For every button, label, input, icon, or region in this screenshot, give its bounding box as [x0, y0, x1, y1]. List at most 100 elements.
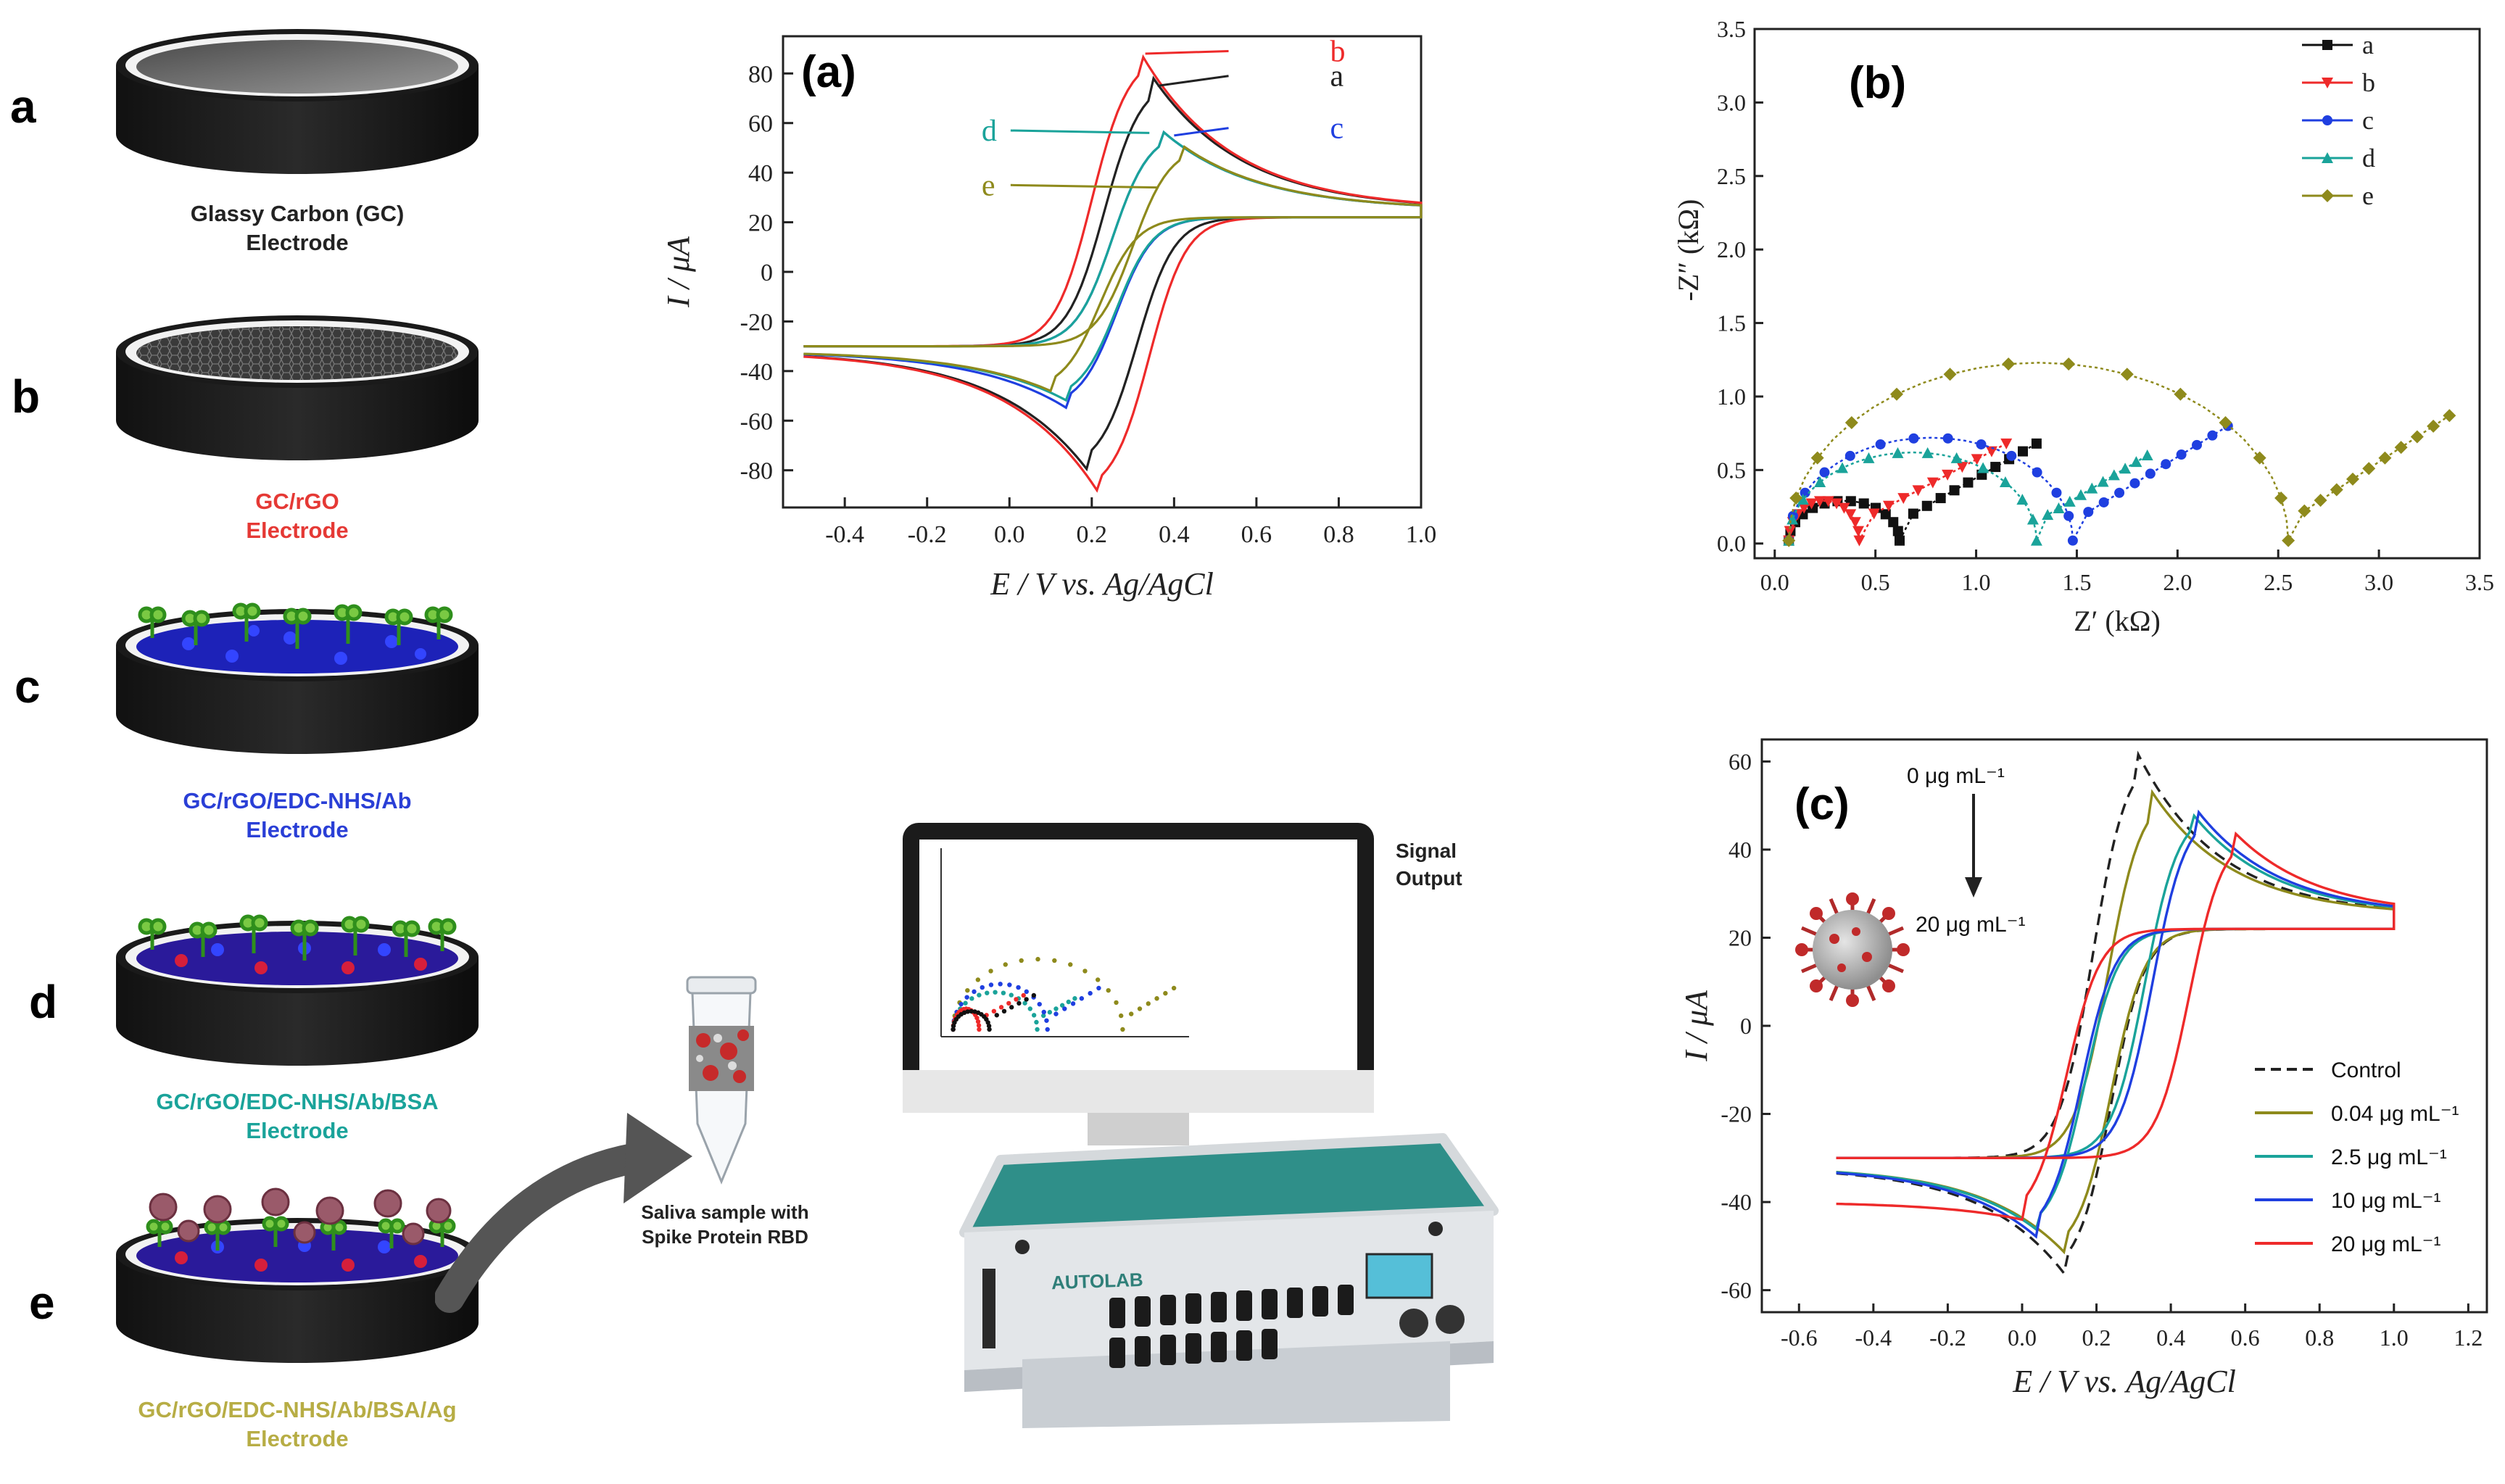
chart-a-xtick-label: 0.0: [994, 521, 1025, 548]
chart-b-point-d: [2108, 469, 2120, 481]
mini-plot-point: [1031, 992, 1037, 998]
chart-c-xtick-label: 1.2: [2454, 1325, 2483, 1351]
mini-plot-point: [987, 1027, 992, 1032]
chart-a-annotation-line: [1010, 129, 1150, 134]
chart-b-point-d: [1814, 476, 1826, 487]
mini-plot-point: [1019, 958, 1024, 963]
chart-b-point-e: [1789, 491, 1803, 505]
chart-b-point-b: [1868, 508, 1880, 520]
chart-b-ytick-label: 1.5: [1717, 310, 1746, 336]
mini-plot-point: [998, 982, 1003, 987]
mini-plot-point: [963, 1000, 968, 1006]
step-letter-c: c: [15, 660, 41, 713]
mini-plot-point: [972, 989, 977, 995]
chart-c-panel-label: (c): [1794, 779, 1850, 829]
electrode-gc-rgo-ab: [116, 602, 479, 754]
mini-plot-point: [1066, 999, 1071, 1005]
chart-a-annotation-line: [1174, 127, 1229, 137]
mini-plot-point: [958, 1001, 964, 1007]
chart-a-xtick-label: -0.4: [825, 521, 864, 548]
mini-plot-point: [988, 982, 994, 987]
chart-a-xtick-label: 0.8: [1323, 521, 1354, 548]
chart-a-annotation-line: [1157, 75, 1229, 87]
sample-tube: [686, 976, 757, 1185]
mini-plot-point: [1021, 992, 1026, 998]
mini-plot-point: [1053, 1006, 1059, 1011]
electrode-gc-rgo: [116, 315, 479, 460]
mini-plot-point: [1006, 1000, 1011, 1006]
chart-b-point-d: [2042, 509, 2054, 521]
chart-b-point-e: [2443, 409, 2456, 423]
chart-b-point-a: [1858, 498, 1869, 509]
chart-b-point-e: [2274, 491, 2288, 505]
chart-b-point-b: [1798, 502, 1810, 514]
chart-a-ytick-label: 80: [748, 61, 773, 88]
chart-b-legend-marker: [2322, 115, 2332, 125]
potentiostat-device: [959, 1133, 1499, 1428]
chart-c-arrow-bottom-label: 20 μg mL⁻¹: [1916, 913, 2026, 937]
mini-plot-point: [1082, 969, 1088, 974]
mini-plot-point: [1001, 1008, 1007, 1014]
chart-b-legend-label: e: [2362, 181, 2374, 210]
chart-b-point-d: [2097, 476, 2109, 487]
chart-a-ytick-label: 0: [761, 260, 773, 286]
chart-b-legend-marker: [2322, 152, 2333, 163]
mini-plot-point: [1068, 962, 1073, 967]
mini-plot-point: [1041, 1013, 1046, 1019]
chart-b-point-c: [2006, 450, 2017, 461]
chart-b-point-e: [2062, 357, 2076, 371]
step-letter-d: d: [29, 976, 58, 1028]
chart-b-point-a: [1892, 526, 1903, 536]
chart-c-ytick-label: -40: [1721, 1189, 1752, 1215]
chart-a-series-e: [803, 145, 1423, 393]
chart-b-point-b: [1971, 454, 1983, 465]
mini-plot-point: [1154, 996, 1159, 1001]
chart-c-xtick-label: -0.4: [1855, 1325, 1892, 1351]
chart-b-point-c: [2129, 478, 2140, 489]
mini-plot-point: [1031, 1013, 1037, 1018]
chart-c-legend-label: 2.5 μg mL⁻¹: [2331, 1145, 2447, 1169]
chart-b-point-a: [2018, 446, 2028, 457]
chart-a-ylabel: I / μA: [661, 236, 696, 308]
chart-c-xtick-label: -0.2: [1929, 1325, 1966, 1351]
chart-c-xtick-label: 0.6: [2231, 1325, 2260, 1351]
chart-b-xtick-label: 1.0: [1962, 569, 1991, 595]
chart-b-ytick-label: 0.0: [1717, 531, 1746, 557]
chart-b-point-c: [1844, 450, 1855, 461]
chart-b-point-e: [2219, 415, 2232, 429]
chart-b-ytick-label: 1.0: [1717, 384, 1746, 410]
mini-plot-point: [1035, 956, 1040, 962]
chart-c-xtick-label: -0.6: [1781, 1325, 1818, 1351]
chart-a-ytick-label: 40: [748, 160, 773, 187]
chart-b-legend-label: a: [2362, 30, 2374, 59]
signal-output-label: Signal Output: [1396, 840, 1462, 890]
chart-b-point-e: [1810, 451, 1824, 465]
mini-plot-point: [1045, 1027, 1050, 1032]
chart-c-series-3: [1836, 809, 2396, 1239]
chart-b-point-b: [1813, 496, 1826, 507]
chart-b-xtick-label: 2.5: [2264, 569, 2293, 595]
chart-b-point-e: [2346, 472, 2359, 486]
nyquist-chart-b: 0.0 0.5 1.0 1.5 2.0 2.5 3.0 3.5 0.0 0.5 1.0 1.5 2.0 2…: [1675, 16, 2494, 637]
chart-b-frame: [1753, 28, 2481, 560]
chart-b-ytick-label: 0.5: [1717, 457, 1746, 483]
chart-a-ytick-label: -60: [740, 408, 773, 435]
mini-plot-point: [1118, 1013, 1124, 1019]
chart-b-point-a: [1963, 477, 1974, 488]
chart-b-point-c: [1942, 433, 1953, 444]
mini-plot-point: [975, 1019, 981, 1024]
chart-b-xtick-label: 0.5: [1861, 569, 1890, 595]
mini-plot-point: [1007, 982, 1012, 987]
chart-b-panel-label: (b): [1849, 58, 1906, 108]
mini-plot-point: [1001, 990, 1006, 995]
chart-b-point-d: [1950, 452, 1963, 463]
chart-a-xtick-label: 0.2: [1077, 521, 1108, 548]
chart-b-point-e: [2282, 534, 2295, 547]
chart-c-arrow-head: [1965, 877, 1982, 898]
chart-b-ytick-label: 2.5: [1717, 163, 1746, 189]
chart-a-xlabel: E / V vs. Ag/AgCl: [990, 566, 1214, 602]
flow-arrow: [435, 1113, 692, 1313]
mini-plot-point: [1114, 1000, 1119, 1006]
chart-b-legend-marker: [2321, 189, 2334, 202]
chart-c-legend-label: Control: [2331, 1058, 2401, 1082]
